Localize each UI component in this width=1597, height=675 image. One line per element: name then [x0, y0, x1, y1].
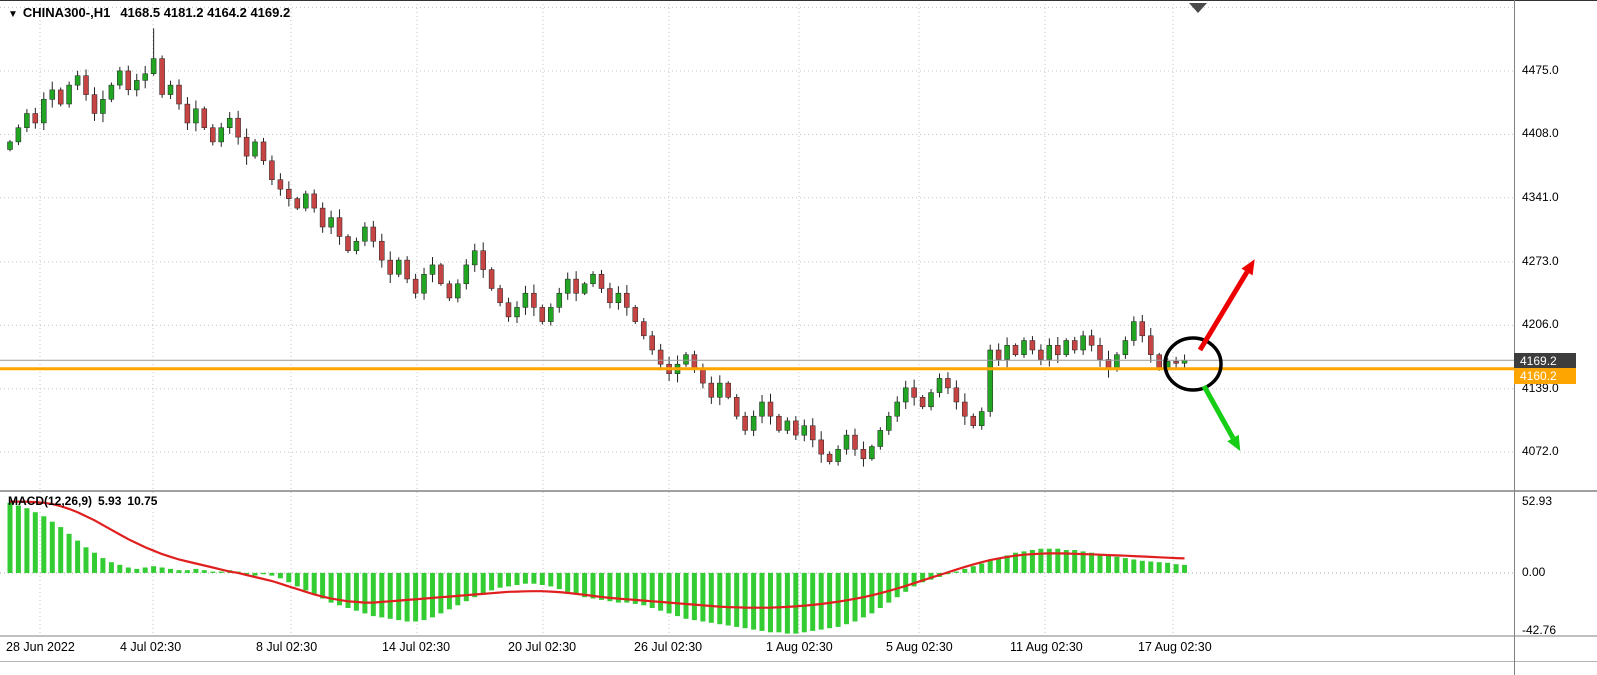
time-axis-label: 1 Aug 02:30 [766, 640, 833, 654]
macd-axis-label: 0.00 [1522, 564, 1546, 579]
time-axis-label: 11 Aug 02:30 [1010, 640, 1083, 654]
chart-header: ▼ CHINA300-,H1 4168.5 4181.2 4164.2 4169.2 [8, 5, 290, 20]
price-axis-label: 4139.0 [1522, 380, 1559, 395]
hline-price-tag[interactable]: 4160.2 [1514, 367, 1576, 384]
macd-indicator-label: MACD(12,26,9) 5.93 10.75 [8, 494, 163, 508]
candles-group [7, 28, 1188, 467]
price-axis-label: 4341.0 [1522, 189, 1559, 204]
time-axis[interactable]: 28 Jun 2022 4 Jul 02:30 8 Jul 02:30 14 Jul … [0, 637, 1514, 663]
macd-value-signal: 10.75 [127, 494, 158, 508]
highlight-circle-annotation[interactable] [1163, 336, 1223, 392]
chart-shift-marker[interactable] [1189, 3, 1207, 13]
price-axis-label: 4475.0 [1522, 62, 1559, 77]
macd-axis-label: -42.76 [1522, 622, 1557, 637]
macd-signal-line [10, 500, 1185, 609]
time-axis-label: 28 Jun 2022 [6, 640, 75, 654]
symbol-dropdown-icon[interactable]: ▼ [8, 9, 18, 20]
ohlc-values: 4168.5 4181.2 4164.2 4169.2 [120, 5, 291, 20]
time-axis-label: 8 Jul 02:30 [256, 640, 318, 654]
time-axis-label: 20 Jul 02:30 [508, 640, 577, 654]
macd-histogram [7, 502, 1187, 634]
price-axis-label: 4206.0 [1522, 317, 1559, 332]
macd-name: MACD(12,26,9) [8, 494, 93, 508]
price-axis[interactable]: 4475.0 4408.0 4341.0 4273.0 4206.0 4139.0 4072… [1514, 0, 1597, 675]
price-axis-label: 4273.0 [1522, 254, 1559, 269]
time-axis-label: 17 Aug 02:30 [1138, 640, 1212, 654]
macd-value-main: 5.93 [98, 494, 122, 508]
up-arrow-annotation[interactable] [1197, 259, 1255, 352]
price-axis-label: 4072.0 [1522, 444, 1559, 459]
down-arrow-annotation[interactable] [1201, 384, 1241, 452]
symbol-label: CHINA300-,H1 [22, 5, 111, 20]
price-axis-label: 4408.0 [1522, 126, 1559, 141]
grid [0, 0, 1514, 636]
macd-axis-label: 52.93 [1522, 493, 1553, 508]
time-axis-label: 4 Jul 02:30 [120, 640, 182, 654]
time-axis-label: 26 Jul 02:30 [634, 640, 703, 654]
time-axis-label: 5 Aug 02:30 [886, 640, 953, 654]
current-price-tag: 4169.2 [1514, 352, 1576, 369]
time-axis-label: 14 Jul 02:30 [382, 640, 451, 654]
